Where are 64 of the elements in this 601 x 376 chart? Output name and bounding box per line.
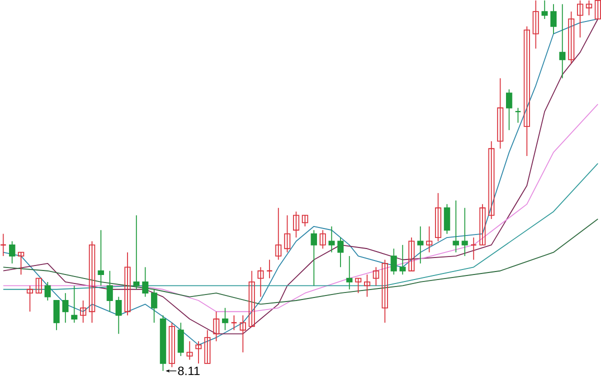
candlestick <box>168 322 176 368</box>
candlestick <box>426 226 432 253</box>
candlestick <box>133 214 140 290</box>
candlestick <box>213 311 220 342</box>
candlestick <box>542 0 548 20</box>
candlestick <box>124 252 131 316</box>
candlestick <box>408 236 415 272</box>
candlestick <box>18 252 24 275</box>
candlestick <box>195 340 202 364</box>
candlestick <box>577 0 584 38</box>
candlestick <box>488 140 494 220</box>
candlestick <box>310 230 318 286</box>
candlestick <box>222 307 228 331</box>
candlestick <box>506 88 512 130</box>
candlestick <box>452 200 459 253</box>
candlestick <box>328 226 335 253</box>
candlestick <box>240 314 246 353</box>
candlestick <box>142 266 148 298</box>
candlestick <box>586 0 592 16</box>
candlestick <box>594 0 601 20</box>
candlestick <box>71 285 78 324</box>
candlestick <box>417 226 424 264</box>
candlestick <box>532 0 539 49</box>
candlestick <box>479 204 486 246</box>
candlestick <box>258 266 264 298</box>
candlestick <box>248 270 255 327</box>
candlestick <box>550 4 557 34</box>
candlestick <box>337 236 344 268</box>
candlestick <box>444 204 450 234</box>
candlestick <box>151 288 158 324</box>
candlestick <box>186 340 193 360</box>
candlestick <box>9 240 16 264</box>
candlestick <box>26 285 34 312</box>
candlestick <box>44 281 51 301</box>
candlestick <box>230 314 238 331</box>
candlestick <box>98 230 104 286</box>
candlestick <box>462 207 468 256</box>
candlestick <box>36 278 42 294</box>
candlestick <box>435 192 442 242</box>
candlestick <box>382 259 388 324</box>
candlestick <box>284 214 290 253</box>
candlestick <box>293 211 300 238</box>
candlestick <box>302 214 308 227</box>
candlestick <box>320 230 326 250</box>
candlestick <box>204 330 211 364</box>
candlestick <box>497 78 504 149</box>
candlestick <box>88 240 96 324</box>
candlestick <box>559 4 566 79</box>
candlestick <box>178 322 184 356</box>
candlestick <box>62 292 69 324</box>
candlestick <box>568 11 574 64</box>
candlestick <box>346 256 353 290</box>
candlestick <box>524 26 530 156</box>
candlestick <box>372 266 380 286</box>
candlestick <box>275 207 282 260</box>
candlestick <box>364 274 370 298</box>
candlestick <box>53 300 60 331</box>
candlestick <box>106 270 113 312</box>
candlestick <box>80 300 86 324</box>
candlestick <box>390 248 397 275</box>
candlestick <box>116 296 122 334</box>
annotation: 8.11 <box>178 366 200 376</box>
candlestick <box>400 244 406 275</box>
candlestick <box>355 278 362 294</box>
